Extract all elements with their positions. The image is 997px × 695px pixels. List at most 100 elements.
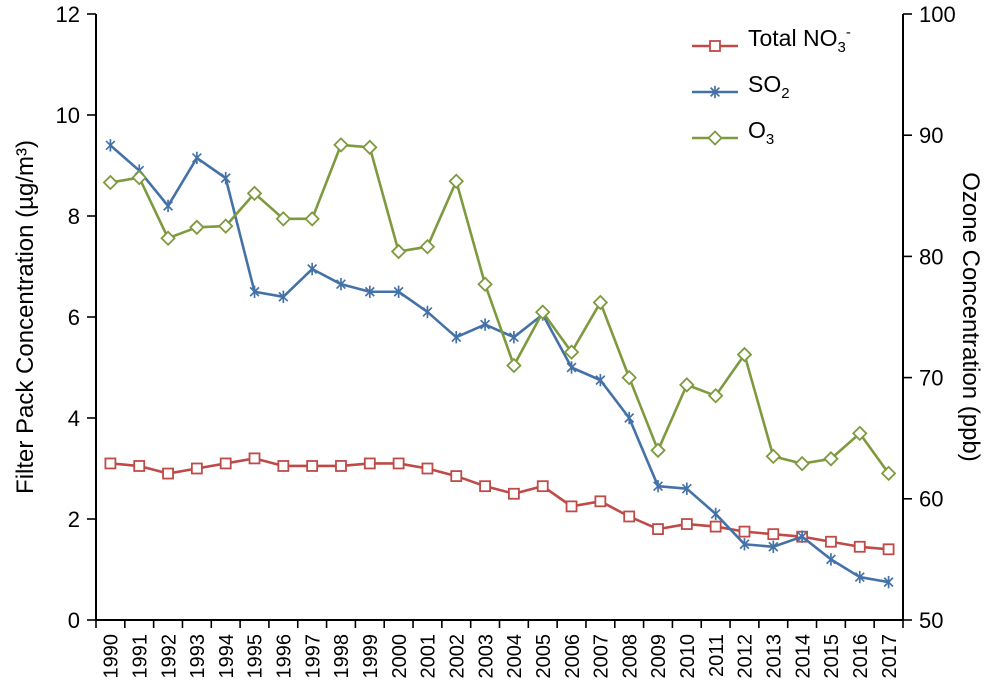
legend-label: O3 — [748, 117, 774, 148]
square-marker-icon — [825, 535, 837, 548]
asterisk-marker-icon — [595, 373, 606, 387]
diamond-marker-icon — [477, 276, 493, 293]
right-axis-title: Ozone Concentration (ppb) — [957, 172, 984, 462]
diamond-marker-icon — [102, 174, 119, 191]
right-tick-label: 100 — [919, 2, 956, 27]
x-tick-label: 1993 — [187, 634, 209, 679]
asterisk-marker-icon — [335, 277, 346, 291]
x-tick-label: 1998 — [331, 634, 353, 679]
diamond-marker-icon — [246, 185, 263, 202]
asterisk-marker-icon — [307, 262, 318, 276]
square-marker-icon — [565, 500, 578, 513]
asterisk-marker-icon — [739, 538, 750, 551]
diamond-marker-icon — [304, 211, 320, 227]
legend-label: Total NO3- — [748, 24, 851, 56]
diamond-marker-icon — [563, 344, 580, 360]
square-marker-icon — [306, 460, 319, 472]
asterisk-marker-icon — [681, 482, 692, 495]
x-tick-label: 2014 — [792, 634, 814, 679]
diamond-marker-icon — [419, 238, 436, 255]
x-tick-label: 2017 — [879, 634, 901, 679]
diamond-marker-icon — [131, 169, 148, 186]
square-marker-icon — [277, 460, 290, 472]
diamond-marker-icon — [765, 448, 782, 465]
diamond-marker-icon — [189, 219, 205, 236]
x-tick-label: 2011 — [706, 634, 728, 677]
square-marker-icon — [133, 460, 146, 472]
x-tick-label: 2004 — [504, 634, 526, 679]
square-marker-icon — [680, 518, 693, 530]
diamond-marker-icon — [794, 455, 810, 472]
x-tick-label: 1994 — [216, 634, 238, 679]
asterisk-marker-icon — [653, 479, 664, 493]
x-tick-label: 2012 — [735, 634, 757, 679]
series-line-so2 — [109, 144, 890, 584]
square-marker-icon — [652, 523, 664, 535]
x-tick-label: 2005 — [533, 634, 555, 679]
diamond-marker-icon — [823, 451, 839, 467]
diamond-marker-icon — [707, 130, 723, 146]
square-marker-icon — [882, 543, 895, 556]
x-tick-label: 2000 — [389, 634, 411, 679]
square-marker-icon — [594, 495, 607, 508]
square-marker-icon — [709, 520, 722, 533]
asterisk-marker-icon — [364, 285, 375, 298]
asterisk-marker-icon — [624, 411, 635, 425]
square-marker-icon — [162, 467, 174, 480]
asterisk-marker-icon — [797, 530, 808, 543]
square-marker-icon — [767, 528, 780, 541]
x-tick-label: 1991 — [129, 634, 151, 679]
left-tick-label: 12 — [56, 2, 80, 27]
series-line-total-no3- — [109, 457, 890, 551]
square-marker-icon — [248, 452, 261, 465]
legend: Total NO3- SO2 O3 — [692, 24, 851, 148]
right-tick-label: 90 — [919, 123, 943, 148]
diamond-marker-icon — [621, 369, 637, 386]
diamond-marker-icon — [650, 442, 666, 459]
diamond-marker-icon — [534, 304, 551, 320]
asterisk-marker-icon — [249, 285, 260, 298]
diamond-marker-icon — [448, 173, 465, 190]
right-tick-label: 60 — [919, 487, 943, 512]
diamond-marker-icon — [592, 294, 609, 311]
asterisk-marker-icon — [278, 290, 289, 303]
left-axis-title: Filter Pack Concentration (µg/m³) — [12, 140, 39, 494]
legend-label: SO2 — [748, 71, 790, 102]
square-marker-icon — [104, 457, 117, 470]
x-tick-label: 2015 — [821, 634, 843, 679]
asterisk-marker-icon — [163, 199, 174, 213]
asterisk-marker-icon — [710, 85, 720, 99]
diamond-marker-icon — [390, 243, 407, 260]
x-tick-label: 2003 — [475, 634, 497, 679]
x-tick-label: 1996 — [274, 634, 296, 679]
x-tick-label: 1997 — [302, 634, 324, 679]
asterisk-marker-icon — [883, 575, 894, 589]
square-marker-icon — [536, 480, 549, 493]
right-tick-label: 50 — [919, 608, 943, 633]
diamond-marker-icon — [275, 211, 292, 227]
asterisk-marker-icon — [566, 361, 577, 374]
square-marker-icon — [421, 462, 434, 475]
diamond-marker-icon — [880, 465, 897, 482]
asterisk-marker-icon — [451, 331, 462, 344]
left-tick-label: 6 — [68, 305, 80, 330]
x-tick-label: 2016 — [850, 634, 872, 679]
square-marker-icon — [623, 510, 636, 523]
square-marker-icon — [738, 525, 751, 538]
asterisk-marker-icon — [105, 139, 116, 152]
left-tick-label: 8 — [68, 204, 80, 229]
x-tick-label: 2007 — [591, 634, 613, 679]
x-tick-label: 1995 — [245, 634, 267, 679]
square-marker-icon — [508, 487, 520, 500]
square-marker-icon — [479, 480, 491, 493]
diamond-marker-icon — [736, 346, 753, 363]
left-tick-label: 0 — [68, 608, 80, 633]
asterisk-marker-icon — [768, 540, 779, 553]
left-tick-label: 10 — [56, 103, 80, 128]
diamond-marker-icon — [362, 139, 378, 156]
diamond-marker-icon — [160, 230, 176, 246]
x-tick-label: 2008 — [619, 634, 641, 679]
square-marker-icon — [709, 40, 721, 52]
